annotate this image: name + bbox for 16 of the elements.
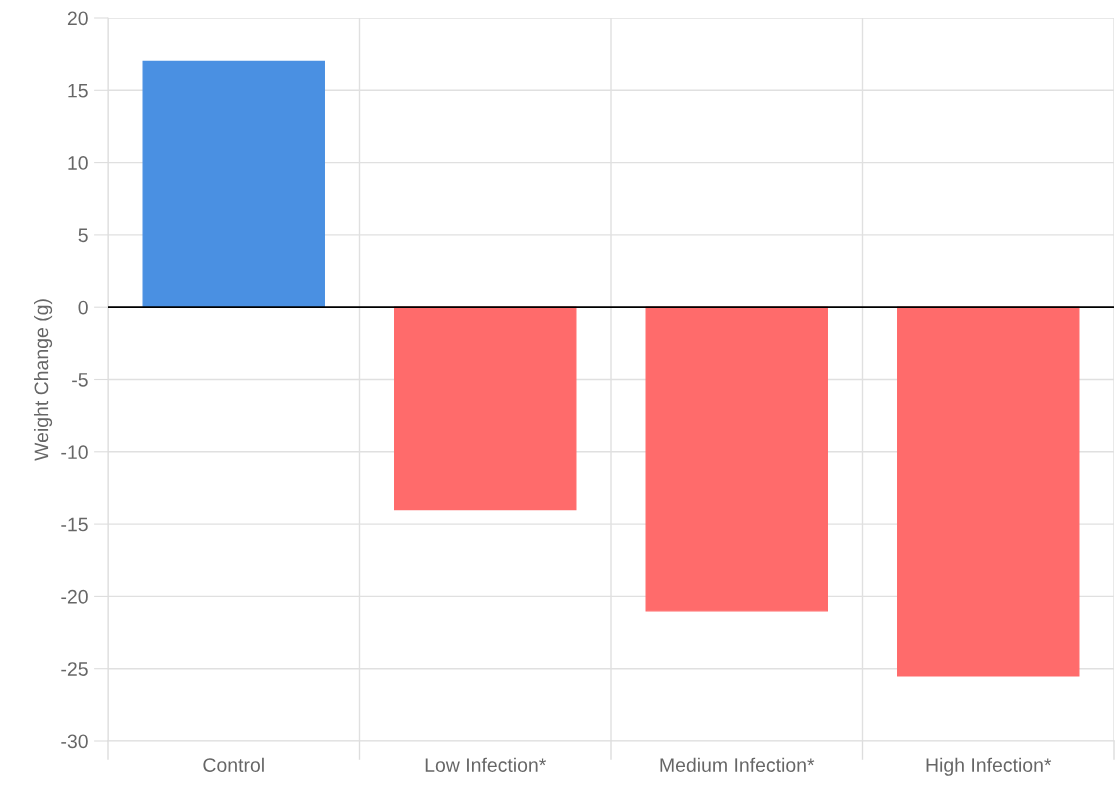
y-tick-label: -20 <box>61 589 88 604</box>
y-tick-label: -25 <box>61 662 88 676</box>
y-tick-label: 10 <box>68 156 88 170</box>
x-tick-label: Medium Infection* <box>660 757 815 772</box>
y-tick-label: -10 <box>61 445 88 460</box>
y-tick-label: 0 <box>78 300 88 315</box>
y-tick-label: 20 <box>67 11 88 26</box>
x-tick-label: Low Infection* <box>425 757 547 772</box>
y-tick-label: 15 <box>68 83 88 98</box>
y-tick-label: -5 <box>72 373 88 387</box>
y-tick-label: -15 <box>61 517 88 532</box>
y-axis-title: Weight Change (g) <box>34 299 53 461</box>
x-tick-label: Control <box>203 757 264 772</box>
y-tick-label: -30 <box>61 734 88 749</box>
y-tick-label: 5 <box>78 228 88 243</box>
x-tick-label: High Infection* <box>926 757 1052 776</box>
